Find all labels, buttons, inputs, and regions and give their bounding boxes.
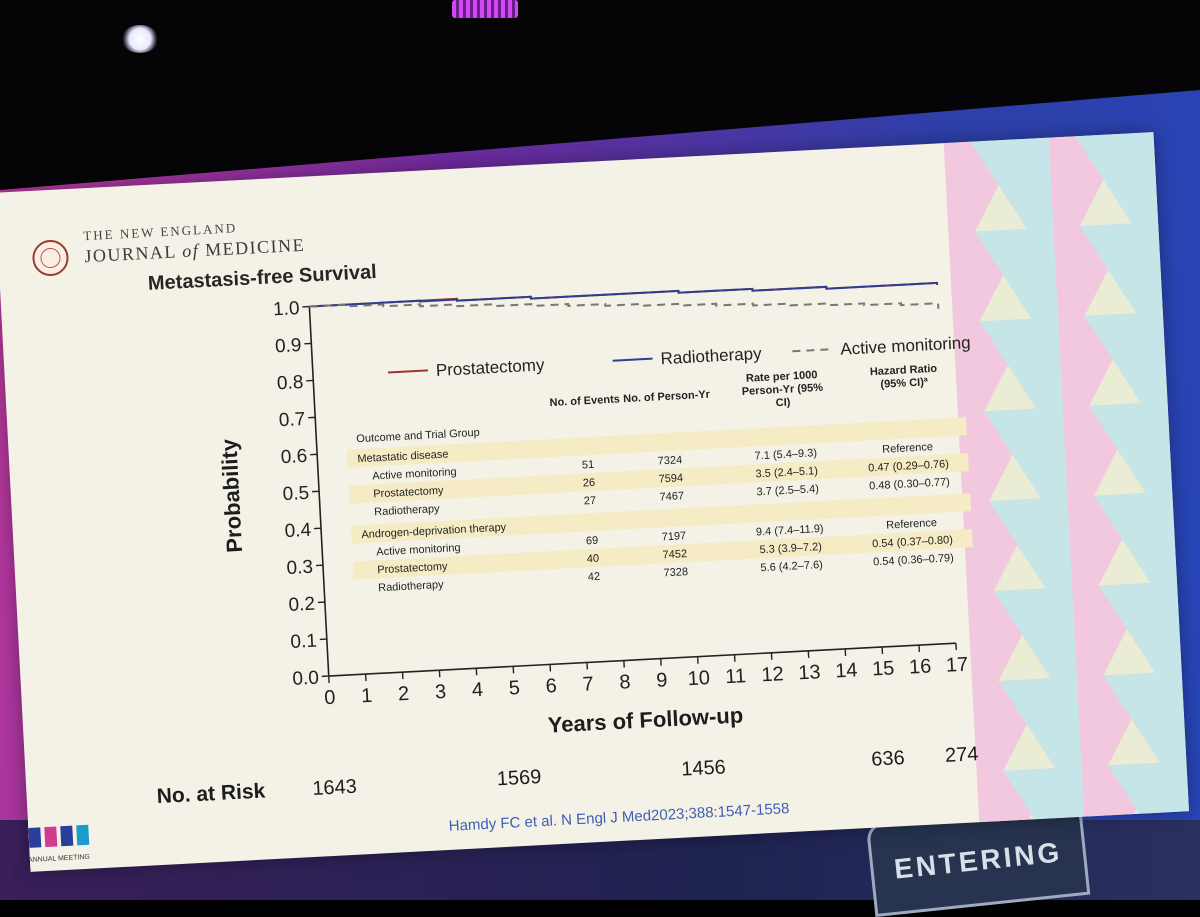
y-tick-label: 0.0	[292, 668, 319, 690]
at-risk-value: 1569	[496, 766, 542, 790]
journal-name-main: JOURNAL	[84, 241, 177, 266]
series-line-prostatectomy	[309, 274, 937, 318]
table-row-person-yr: 7328	[663, 566, 688, 579]
journal-name-end: MEDICINE	[205, 235, 306, 260]
x-tick-label: 14	[835, 659, 858, 682]
x-tick-label: 1	[361, 685, 373, 708]
led-panel-icon	[452, 0, 518, 18]
at-risk-value: 1456	[681, 756, 727, 780]
y-tick-label: 0.6	[280, 446, 307, 468]
x-tick-label: 12	[761, 663, 784, 686]
x-tick-label: 17	[945, 654, 968, 677]
x-tick-label: 3	[434, 681, 446, 704]
table-row-events: 27	[584, 495, 597, 508]
table-row-person-yr: 7197	[661, 530, 686, 543]
table-header-person-yr: No. of Person-Yr	[623, 389, 711, 406]
table-header-hr: Hazard Ratio(95% CI)ª	[870, 363, 939, 391]
table-row-group: Radiotherapy	[374, 503, 440, 518]
entering-sign-text: ENTERING	[872, 834, 1084, 888]
y-tick-label: 0.4	[284, 520, 312, 542]
series-layer	[309, 274, 938, 342]
table-row-person-yr: 7324	[657, 454, 682, 467]
table-row-rate: 7.1 (5.4–9.3)	[754, 447, 817, 462]
table-row-group: Active monitoring	[372, 466, 457, 482]
legend-label: Prostatectomy	[435, 355, 545, 380]
legend-swatch	[613, 359, 653, 361]
nejm-seal-icon	[32, 239, 70, 277]
table-row-hr: Reference	[882, 441, 933, 456]
legend-swatch	[792, 349, 832, 351]
at-risk-value: 1643	[312, 776, 358, 800]
series-line-active-monitoring	[309, 274, 938, 342]
x-tick-label: 0	[324, 687, 336, 710]
y-tick-label: 0.9	[274, 335, 301, 357]
table-row-hr: Reference	[886, 517, 937, 532]
table-row-rate: 9.4 (7.4–11.9)	[756, 523, 824, 539]
legend-label: Active monitoring	[840, 333, 971, 359]
table-header-events: No. of Events	[549, 393, 620, 409]
y-tick-label: 0.2	[288, 594, 315, 616]
journal-name-of: of	[182, 240, 200, 261]
table-header-rate: Rate per 1000Person-Yr (95%CI)	[741, 369, 824, 411]
table-row-rate: 3.7 (2.5–5.4)	[756, 483, 819, 498]
presentation-slide: THE NEW ENGLAND JOURNAL of MEDICINE Meta…	[0, 132, 1189, 872]
y-tick-label: 0.7	[278, 409, 305, 431]
x-tick-label: 5	[508, 677, 520, 700]
legend-swatch	[388, 370, 428, 372]
meeting-logo-icon: ANNUAL MEETING	[18, 818, 102, 868]
table-row-events: 69	[586, 535, 599, 548]
table-row-group: Radiotherapy	[378, 579, 444, 594]
at-risk-value: 636	[871, 747, 905, 771]
x-axis-line	[329, 643, 956, 676]
table-row-events: 51	[582, 459, 595, 472]
x-tick-label: 2	[398, 683, 410, 706]
table-row-events: 42	[587, 571, 600, 584]
table-row-group: Active monitoring	[376, 542, 461, 558]
at-risk-row: No. at Risk 1643 1569 1456 636 274	[156, 742, 979, 808]
spotlight-icon	[121, 25, 159, 53]
x-tick-label: 15	[872, 657, 895, 680]
x-tick-label: 6	[545, 675, 557, 698]
table-row-person-yr: 7467	[659, 490, 684, 503]
x-tick-label: 8	[619, 671, 631, 694]
table-row-rate: 5.6 (4.2–7.6)	[760, 559, 823, 574]
legend-label: Radiotherapy	[660, 344, 762, 368]
x-tick-label: 7	[582, 673, 594, 696]
x-tick-label: 10	[687, 667, 710, 690]
table-row-person-yr: 7594	[658, 472, 683, 485]
y-tick-label: 0.1	[290, 631, 317, 653]
table-row-hr: 0.54 (0.36–0.79)	[873, 552, 954, 568]
y-tick-label: 0.3	[286, 557, 313, 579]
table-row-person-yr: 7452	[662, 548, 687, 561]
x-tick-label: 4	[471, 679, 483, 702]
x-tick-label: 13	[798, 661, 821, 684]
at-risk-value: 274	[945, 743, 979, 767]
y-tick-label: 0.8	[276, 372, 303, 394]
x-tick-label: 9	[656, 669, 668, 692]
table-header-group: Outcome and Trial Group	[356, 427, 480, 445]
at-risk-label: No. at Risk	[156, 779, 266, 808]
series-line-radiotherapy	[309, 274, 937, 318]
y-tick-label: 1.0	[273, 298, 300, 320]
table-row-events: 26	[583, 477, 596, 490]
y-axis-label: Probability	[216, 438, 247, 554]
x-tick-label: 16	[908, 655, 931, 678]
x-axis-label: Years of Follow-up	[547, 702, 744, 737]
table-row-events: 40	[587, 553, 600, 566]
x-tick-label: 11	[725, 665, 747, 688]
table-row-hr: 0.48 (0.30–0.77)	[869, 476, 950, 492]
y-tick-label: 0.5	[282, 483, 309, 505]
